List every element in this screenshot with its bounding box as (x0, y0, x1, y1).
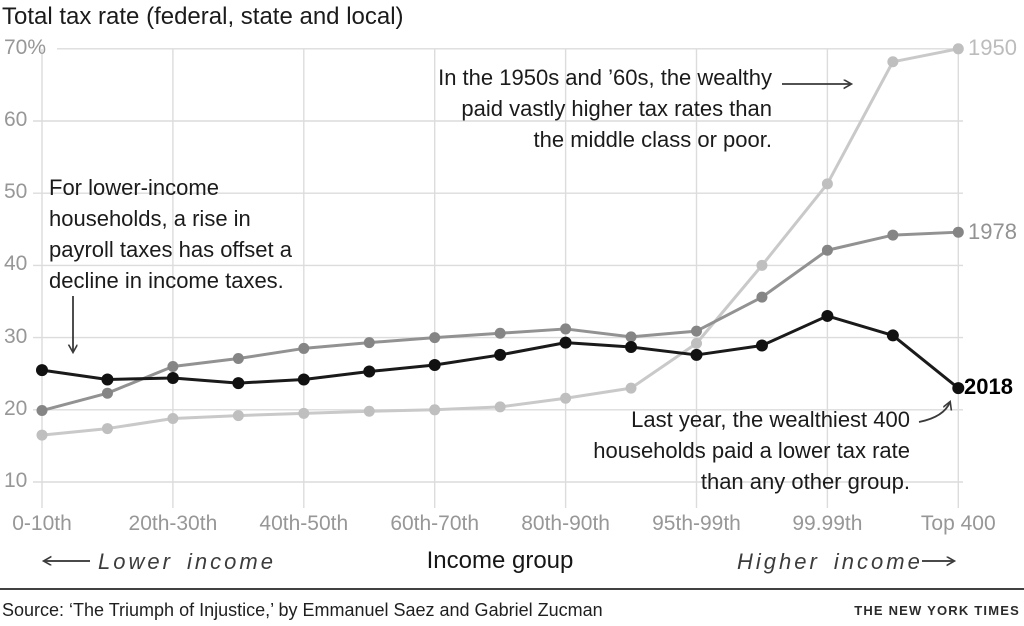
nyt-credit: THE NEW YORK TIMES (854, 603, 1020, 618)
data-point-1978-0 (36, 405, 48, 417)
y-tick-label-60: 60 (4, 108, 28, 131)
y-tick-label-70: 70% (4, 35, 47, 59)
chart-title: Total tax rate (federal, state and local… (2, 3, 404, 30)
data-point-1978-12 (821, 244, 833, 256)
data-point-1950-10 (691, 337, 702, 349)
data-point-1978-8 (560, 323, 572, 335)
x-tick-label-0-10th: 0-10th (12, 512, 72, 535)
annotation-line: decline in income taxes. (49, 268, 284, 293)
data-point-1978-4 (298, 342, 310, 354)
grid-layer (33, 48, 963, 508)
data-point-1978-14 (952, 226, 964, 238)
data-point-1950-6 (429, 404, 441, 416)
data-point-1950-3 (232, 410, 244, 422)
y-tick-label-40: 40 (4, 252, 28, 276)
data-point-1978-10 (691, 325, 702, 337)
x-tick-label-80th-90th: 80th-90th (521, 512, 610, 535)
data-point-1978-13 (887, 229, 899, 241)
data-point-2018-14 (952, 382, 965, 395)
x-tick-label-99.99th: 99.99th (792, 512, 863, 535)
source-credit: Source: ‘The Triumph of Injustice,’ by E… (2, 600, 603, 620)
data-point-2018-2 (166, 372, 179, 385)
y-tick-label-20: 20 (4, 396, 28, 420)
lower-income-note: Lower income (98, 549, 276, 574)
data-point-1950-7 (494, 401, 506, 413)
data-point-1950-12 (821, 178, 833, 190)
annotation-line: than any other group. (700, 469, 910, 494)
annotation-line: paid vastly higher tax rates than (461, 96, 772, 121)
data-point-1950-14 (952, 43, 964, 55)
data-point-2018-10 (690, 348, 703, 361)
annotation-line: payroll taxes has offset a (49, 237, 292, 262)
wealthiest400-annotation-arrow (918, 402, 950, 423)
data-point-1950-13 (887, 56, 899, 68)
data-point-2018-5 (363, 365, 376, 378)
data-point-1978-2 (167, 360, 179, 372)
annotation-line: households paid a lower tax rate (593, 438, 910, 463)
data-point-2018-13 (886, 329, 899, 342)
footer-divider (0, 588, 1024, 590)
annotation-payroll: For lower-income households, a rise in p… (49, 172, 369, 296)
data-point-1950-5 (363, 405, 375, 417)
x-tick-label-95th-99th: 95th-99th (652, 512, 741, 535)
data-point-2018-4 (297, 373, 310, 386)
y-tick-label-10: 10 (4, 469, 28, 492)
annotation-wealthy: In the 1950s and ’60s, the wealthy paid … (332, 62, 772, 155)
x-tick-label-20th-30th: 20th-30th (128, 512, 218, 535)
data-point-1978-9 (625, 331, 637, 343)
data-point-2018-3 (232, 377, 245, 390)
y-tick-label-50: 50 (4, 180, 28, 204)
annotation-line: For lower-income (49, 175, 219, 200)
data-point-1978-1 (101, 387, 113, 399)
series-layer (36, 43, 965, 441)
data-point-2018-6 (428, 359, 441, 372)
data-point-1978-7 (494, 327, 506, 339)
data-point-1950-9 (625, 382, 637, 394)
x-tick-label-Top 400: Top 400 (920, 512, 996, 535)
data-point-1978-3 (232, 353, 244, 365)
data-point-2018-8 (559, 336, 572, 349)
annotation-line: households, a rise in (49, 206, 251, 231)
data-point-1950-0 (36, 429, 48, 441)
higher-income-note: Higher income (737, 549, 923, 574)
y-tick-label-30: 30 (4, 324, 28, 348)
data-point-2018-9 (625, 340, 638, 353)
x-tick-label-60th-70th: 60th-70th (390, 512, 480, 535)
annotation-line: the middle class or poor. (533, 127, 772, 152)
data-point-1978-5 (363, 337, 375, 349)
data-point-2018-7 (494, 348, 507, 361)
data-point-1950-4 (298, 407, 310, 419)
annotation-arrows (44, 84, 954, 561)
data-point-1950-1 (101, 423, 113, 435)
data-point-2018-0 (36, 364, 48, 377)
annotation-top400: Last year, the wealthiest 400 households… (470, 404, 910, 497)
data-point-1950-2 (167, 412, 179, 424)
annotation-line: In the 1950s and ’60s, the wealthy (438, 65, 772, 90)
data-point-2018-12 (821, 309, 834, 322)
data-point-1950-8 (560, 392, 572, 404)
data-point-1978-6 (429, 332, 441, 344)
data-point-2018-1 (101, 373, 114, 386)
x-axis-title: Income group (426, 547, 574, 574)
series-label-1950: 1950 (968, 35, 1017, 60)
series-label-1978: 1978 (968, 219, 1017, 244)
data-point-2018-11 (755, 339, 768, 352)
data-point-1950-11 (756, 259, 768, 271)
x-tick-label-40th-50th: 40th-50th (259, 512, 349, 535)
data-point-1978-11 (756, 291, 768, 303)
series-label-2018: 2018 (964, 374, 1013, 399)
annotation-line: Last year, the wealthiest 400 (631, 407, 910, 432)
